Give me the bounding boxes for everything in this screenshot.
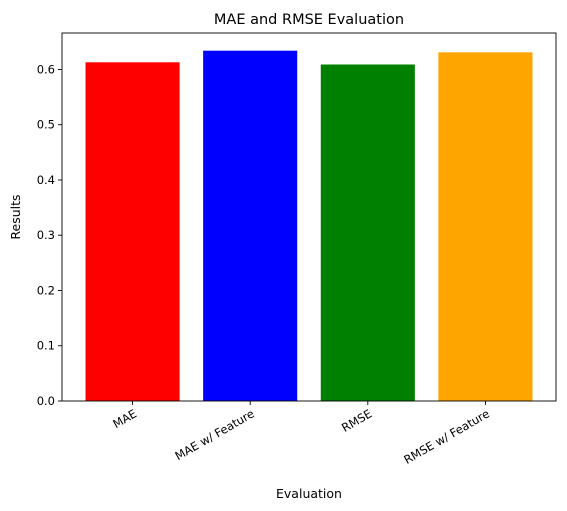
- x-tick-label: RMSE w/ Feature: [401, 406, 492, 466]
- bar-mae: [85, 62, 180, 402]
- y-tick-label: 0.4: [37, 173, 55, 187]
- y-tick-label: 0.5: [37, 118, 55, 132]
- y-axis-ticks: 0.0 0.1 0.2 0.3 0.4 0.5 0.6: [37, 62, 62, 408]
- plot-frame: [61, 32, 557, 402]
- y-axis-label: Results: [8, 194, 23, 239]
- x-tick-label: MAE: [110, 406, 139, 431]
- chart-title: MAE and RMSE Evaluation: [214, 12, 404, 28]
- bar-rmse: [320, 64, 415, 402]
- x-axis-label: Evaluation: [276, 486, 342, 501]
- x-tick-label: RMSE: [339, 406, 374, 434]
- bars-group: [85, 50, 533, 402]
- bar-mae-w-feature: [203, 50, 298, 402]
- bar-rmse-w-feature: [438, 52, 533, 401]
- y-tick-label: 0.3: [37, 228, 55, 242]
- y-tick-label: 0.0: [37, 394, 55, 408]
- x-tick-label: MAE w/ Feature: [173, 406, 257, 463]
- y-tick-label: 0.6: [37, 62, 55, 76]
- x-axis-ticks: MAE MAE w/ Feature RMSE RMSE w/ Feature: [110, 401, 492, 467]
- y-tick-label: 0.2: [37, 283, 55, 297]
- y-tick-label: 0.1: [37, 339, 55, 353]
